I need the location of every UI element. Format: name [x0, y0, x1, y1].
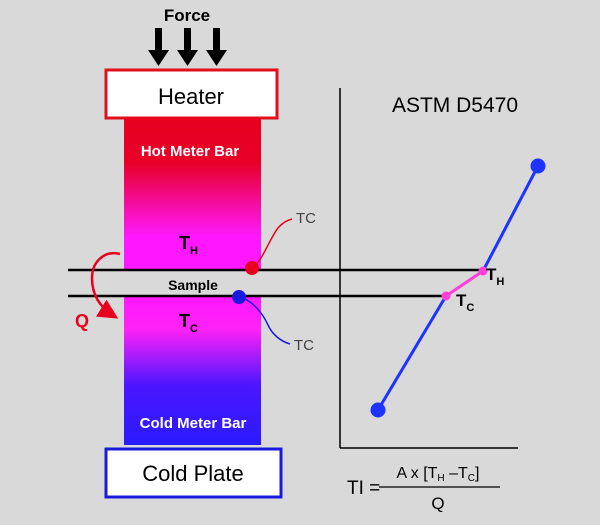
standard-title: ASTM D5470: [392, 94, 518, 117]
q-label: Q: [75, 311, 89, 331]
hot-end-point: [530, 158, 546, 174]
tc-top-label: TC: [296, 210, 316, 227]
cold-bar-profile-line: [376, 295, 448, 411]
formula-lhs: TI =: [347, 478, 380, 499]
hot-bar-profile-line: [481, 165, 540, 272]
sample-profile-line: [445, 269, 484, 298]
tc-bottom-wire: [238, 296, 291, 345]
th-point: [478, 266, 488, 276]
force-arrow-left-shaft: [155, 28, 162, 54]
heat-flow-arrow: [90, 251, 121, 319]
th-label-bar: TH: [179, 233, 198, 257]
force-arrow-right-head: [206, 50, 227, 66]
force-arrows: [148, 28, 227, 66]
formula-denominator: Q: [431, 494, 444, 513]
tc-top-wire: [251, 218, 293, 269]
tc-label-bar: TC: [179, 311, 198, 335]
formula-numerator: A x [TH –TC]: [397, 465, 480, 484]
tc-point: [441, 291, 451, 301]
cold-plate-box: [104, 447, 283, 499]
tc-top-probe: [245, 261, 259, 275]
cold-plate-label: Cold Plate: [142, 461, 244, 486]
ti-formula: TI = A x [TH –TC] Q: [347, 465, 500, 513]
sample-label: Sample: [168, 277, 218, 293]
hot-meter-bar: [124, 118, 261, 270]
heater-box: [104, 68, 279, 120]
force-arrow-middle-head: [177, 50, 198, 66]
force-label: Force: [164, 6, 210, 25]
force-arrow-right-shaft: [213, 28, 220, 54]
cold-meter-bar: [124, 296, 261, 445]
cold-meter-bar-label: Cold Meter Bar: [140, 415, 247, 432]
sample-layer: [124, 271, 261, 295]
force-arrow-middle-shaft: [184, 28, 191, 54]
cold-end-point: [370, 402, 386, 418]
hot-meter-bar-label: Hot Meter Bar: [141, 143, 240, 160]
heater-label: Heater: [158, 84, 224, 109]
tc-label-graph: TC: [456, 291, 474, 314]
tc-bottom-probe: [232, 290, 246, 304]
th-label-graph: TH: [486, 265, 504, 288]
tc-bottom-label: TC: [294, 337, 314, 354]
force-arrow-left-head: [148, 50, 169, 66]
